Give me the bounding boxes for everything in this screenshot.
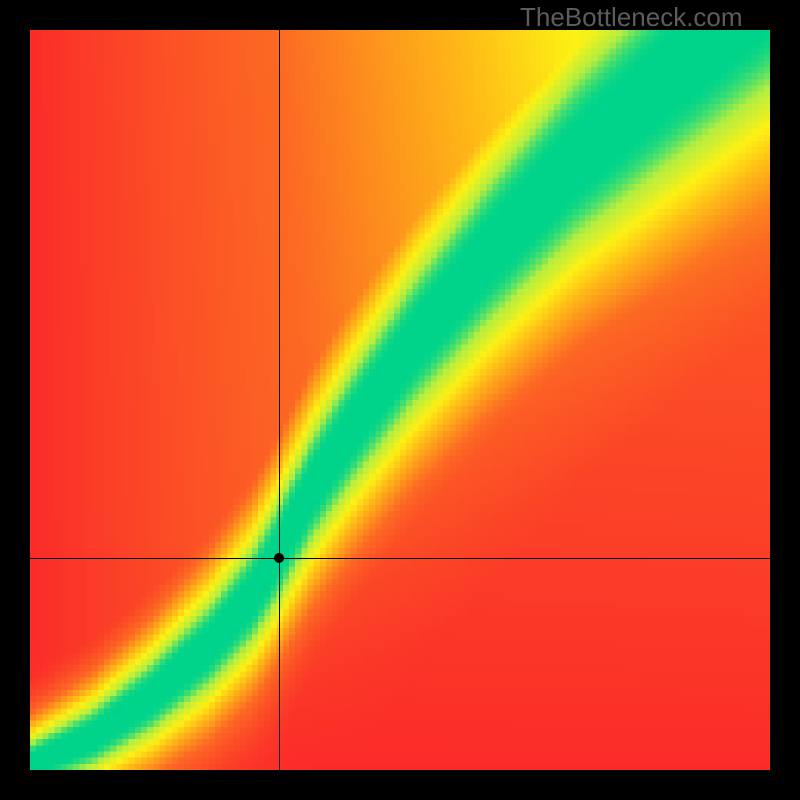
crosshair-horizontal bbox=[30, 558, 770, 559]
watermark-text: TheBottleneck.com bbox=[520, 2, 743, 33]
heatmap-plot bbox=[30, 30, 770, 770]
heatmap-canvas bbox=[30, 30, 770, 770]
crosshair-vertical bbox=[279, 30, 280, 770]
